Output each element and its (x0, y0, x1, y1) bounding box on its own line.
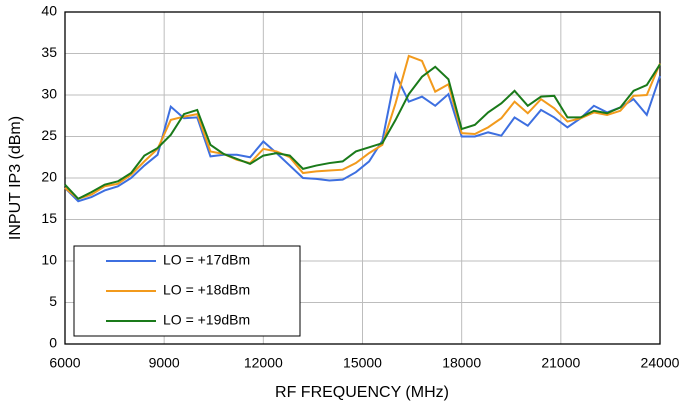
x-tick-label: 15000 (343, 355, 382, 371)
legend-label: LO = +18dBm (163, 282, 250, 298)
x-tick-label: 12000 (244, 355, 283, 371)
y-tick-label: 0 (49, 335, 57, 351)
x-tick-label: 21000 (541, 355, 580, 371)
y-tick-label: 30 (41, 86, 57, 102)
y-tick-label: 5 (49, 293, 57, 309)
y-tick-label: 10 (41, 252, 57, 268)
y-tick-label: 40 (41, 3, 57, 19)
legend-label: LO = +19dBm (163, 312, 250, 328)
x-tick-label: 6000 (49, 355, 80, 371)
y-tick-label: 35 (41, 44, 57, 60)
y-tick-label: 15 (41, 210, 57, 226)
y-axis-title: INPUT IP3 (dBm) (7, 116, 24, 240)
x-tick-label: 9000 (149, 355, 180, 371)
legend-label: LO = +17dBm (163, 252, 250, 268)
y-tick-label: 25 (41, 127, 57, 143)
series-line (64, 54, 661, 200)
plot-frame (64, 11, 661, 345)
x-tick-label: 24000 (641, 355, 680, 371)
y-tick-label: 20 (41, 169, 57, 185)
x-tick-label: 18000 (442, 355, 481, 371)
series-line (64, 63, 661, 200)
series-line (64, 71, 661, 203)
x-axis-title: RF FREQUENCY (MHz) (275, 384, 449, 401)
